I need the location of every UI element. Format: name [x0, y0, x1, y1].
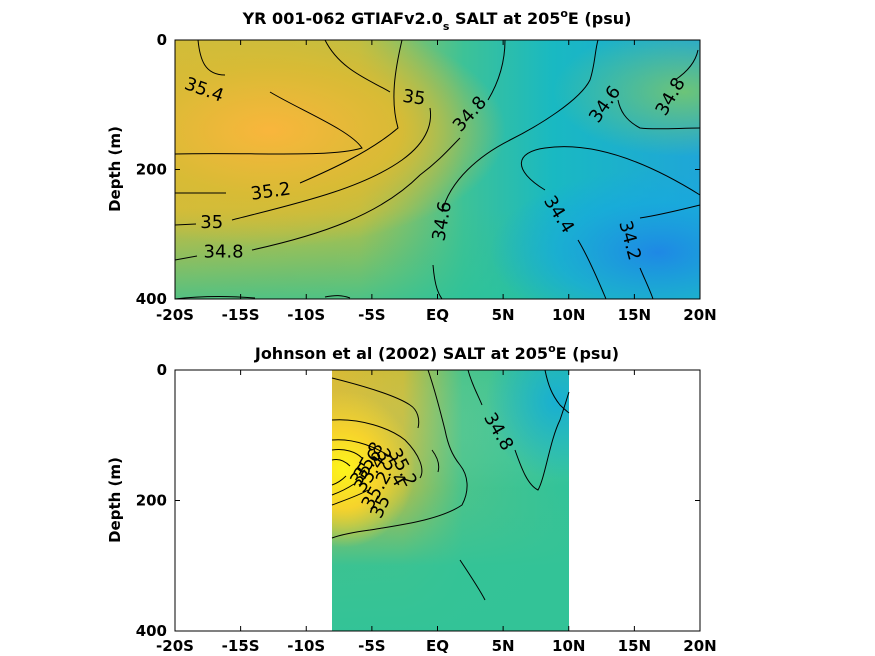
- bottom-contour-35-4: [331, 449, 363, 496]
- bottom-contour-35-6: [331, 459, 351, 486]
- bottom-x-tick-label: -20S: [156, 637, 194, 655]
- top-contour-label: 35: [401, 86, 427, 110]
- bottom-y-axis: 0 200 400: [136, 361, 700, 640]
- bottom-x-tick-label: 5N: [492, 637, 515, 655]
- top-x-axis: -20S -15S -10S -5S EQ 5N 10N 15N 20N: [156, 40, 717, 324]
- top-y-axis: 0 200 400: [136, 31, 700, 308]
- top-contour-34-8-b: [674, 49, 699, 81]
- top-contour-35-a: [174, 39, 431, 226]
- top-contour-35-2: [175, 39, 403, 194]
- top-contour-34-6-b: [617, 99, 701, 130]
- top-contour-34-8-a: [174, 39, 506, 261]
- top-x-tick-label: -5S: [358, 306, 385, 324]
- top-panel-title: YR 001-062 GTIAFv2.0s SALT at 205oE (psu…: [242, 7, 632, 33]
- bottom-contour-35-2: [331, 439, 393, 506]
- bottom-contour-mid: [431, 449, 486, 601]
- top-x-tick-label: EQ: [426, 306, 449, 324]
- bottom-x-tick-label: -10S: [287, 637, 325, 655]
- bottom-contour-n-1: [544, 369, 570, 414]
- bottom-y-tick-label: 0: [157, 361, 167, 379]
- bottom-field-ne-cyan: [332, 370, 569, 631]
- bottom-x-tick-label: -5S: [358, 637, 385, 655]
- bottom-panel: Johnson et al (2002) SALT at 205oE (psu)…: [106, 342, 717, 655]
- bottom-ylabel: Depth (m): [106, 457, 124, 543]
- top-x-tick-label: 20N: [683, 306, 716, 324]
- bottom-x-tick-label: EQ: [426, 637, 449, 655]
- top-contour-34-6-a: [432, 39, 599, 300]
- bottom-x-tick-label: 15N: [618, 637, 651, 655]
- top-contour-35-4: [174, 39, 363, 155]
- top-x-tick-label: -20S: [156, 306, 194, 324]
- top-heatmap: [175, 40, 700, 299]
- top-contours: [174, 39, 701, 300]
- bottom-y-tick-label: 400: [136, 622, 167, 640]
- top-ylabel: Depth (m): [106, 126, 124, 212]
- top-field-ne-green: [175, 40, 700, 299]
- top-panel: YR 001-062 GTIAFv2.0s SALT at 205oE (psu…: [106, 7, 717, 324]
- bottom-panel-title: Johnson et al (2002) SALT at 205oE (psu): [254, 342, 619, 363]
- bottom-contour-34-8: [467, 369, 570, 491]
- bottom-heatmap: [332, 370, 569, 631]
- top-contour-label: 35: [200, 212, 223, 233]
- top-x-tick-label: 10N: [552, 306, 585, 324]
- top-x-tick-label: -10S: [287, 306, 325, 324]
- top-y-tick-label: 0: [157, 31, 167, 49]
- bottom-contour-35-b: [331, 419, 423, 479]
- bottom-contour-35-a: [331, 369, 468, 539]
- bottom-x-axis: -20S -15S -10S -5S EQ 5N 10N 15N 20N: [156, 370, 717, 655]
- top-contour-34-2: [639, 204, 701, 300]
- top-y-tick-label: 400: [136, 290, 167, 308]
- bottom-contour-upper: [331, 377, 420, 429]
- bottom-contours: [331, 369, 570, 601]
- top-x-tick-label: 5N: [492, 306, 515, 324]
- top-x-tick-label: 15N: [618, 306, 651, 324]
- top-contour-34-4: [520, 146, 701, 300]
- top-contour-label: 34.8: [204, 241, 244, 262]
- bottom-x-tick-label: -15S: [222, 637, 260, 655]
- bottom-y-tick-label: 200: [136, 492, 167, 510]
- top-x-tick-label: -15S: [222, 306, 260, 324]
- bottom-x-tick-label: 10N: [552, 637, 585, 655]
- bottom-x-tick-label: 20N: [683, 637, 716, 655]
- top-y-tick-label: 200: [136, 161, 167, 179]
- top-contour-bottom: [174, 295, 351, 300]
